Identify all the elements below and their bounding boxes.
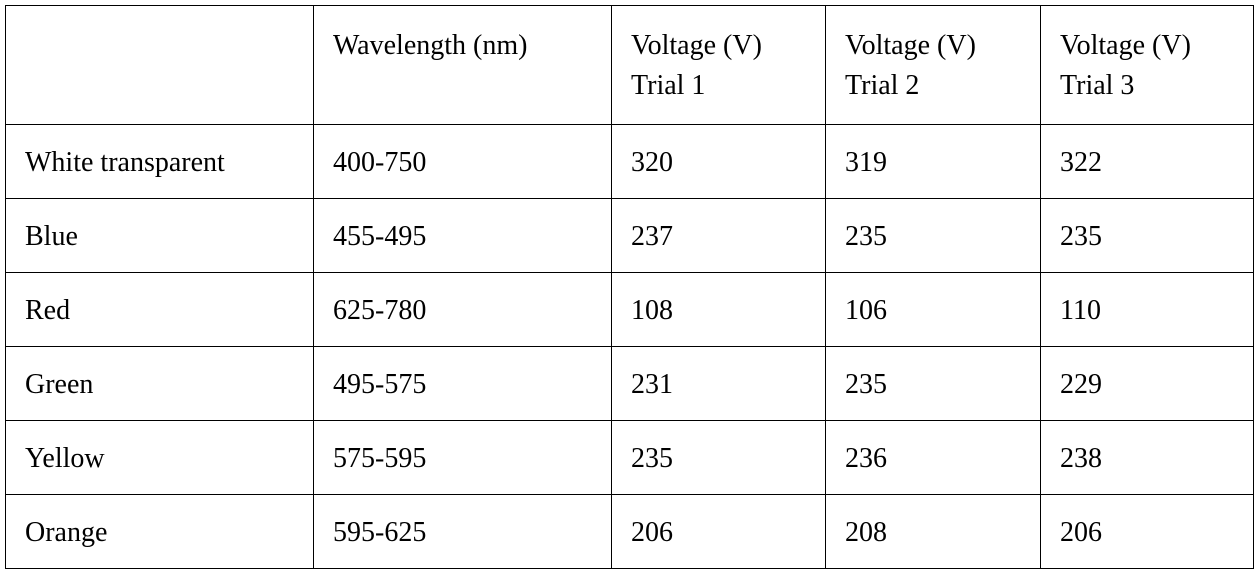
table-cell: 235 [1040,198,1254,273]
table-cell: 206 [1040,494,1254,569]
row-label: White transparent [5,124,314,199]
row-label: Blue [5,198,314,273]
table-cell: 106 [825,272,1041,347]
table-row: Red 625-780 108 106 110 [5,272,1254,347]
data-table: Wavelength (nm) Voltage (V) Trial 1 Voltage… [5,5,1254,569]
table-row: White transparent 400-750 320 319 322 [5,124,1254,199]
header-text: Trial 2 [845,70,920,101]
header-text: Voltage (V) [631,30,762,61]
table-cell: 235 [825,346,1041,421]
table-cell: 236 [825,420,1041,495]
table-cell: 235 [825,198,1041,273]
header-text: Voltage (V) [1060,30,1191,61]
header-cell: Voltage (V) Trial 2 [825,5,1041,125]
table-cell: 319 [825,124,1041,199]
corner-cell [5,5,314,125]
table-cell: 108 [611,272,826,347]
table-cell: 206 [611,494,826,569]
table-cell: 495-575 [313,346,612,421]
header-text: Trial 3 [1060,70,1135,101]
table-cell: 231 [611,346,826,421]
table-row: Orange 595-625 206 208 206 [5,494,1254,569]
table-cell: 238 [1040,420,1254,495]
table-cell: 110 [1040,272,1254,347]
header-cell: Voltage (V) Trial 3 [1040,5,1254,125]
row-label: Orange [5,494,314,569]
table-cell: 625-780 [313,272,612,347]
table-row: Green 495-575 231 235 229 [5,346,1254,421]
table-cell: 235 [611,420,826,495]
table-cell: 237 [611,198,826,273]
table-cell: 400-750 [313,124,612,199]
header-cell: Voltage (V) Trial 1 [611,5,826,125]
row-label: Red [5,272,314,347]
table-cell: 208 [825,494,1041,569]
header-row: Wavelength (nm) Voltage (V) Trial 1 Voltage… [5,5,1254,125]
header-text: Trial 1 [631,70,706,101]
row-label: Yellow [5,420,314,495]
table-row: Yellow 575-595 235 236 238 [5,420,1254,495]
table-row: Blue 455-495 237 235 235 [5,198,1254,273]
table-cell: 320 [611,124,826,199]
header-text: Voltage (V) [845,30,976,61]
table-cell: 229 [1040,346,1254,421]
table-cell: 575-595 [313,420,612,495]
header-text: Wavelength (nm) [333,30,528,61]
table-cell: 455-495 [313,198,612,273]
table-cell: 322 [1040,124,1254,199]
row-label: Green [5,346,314,421]
table-cell: 595-625 [313,494,612,569]
header-cell: Wavelength (nm) [313,5,612,125]
